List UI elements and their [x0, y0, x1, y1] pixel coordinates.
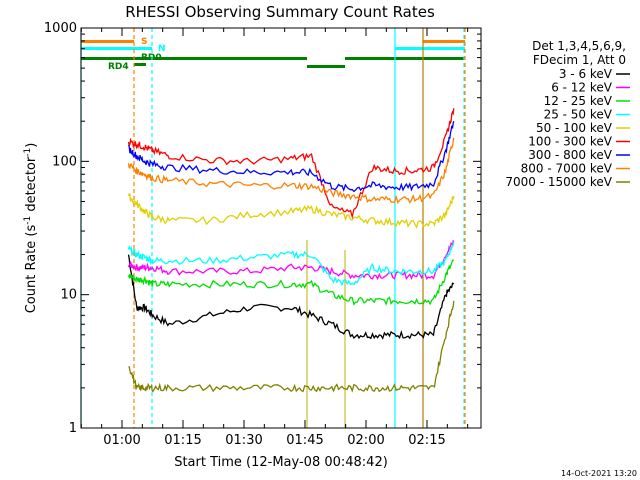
x-tick-label: 02:15 [408, 433, 445, 448]
x-tick-label: 01:00 [103, 433, 140, 448]
flag-bar-rd4 [134, 63, 146, 66]
flag-label-rd4: RD4 [108, 62, 129, 72]
flag-bar-n [395, 47, 465, 50]
x-tick-label: 01:45 [286, 433, 323, 448]
legend: Det 1,3,4,5,6,9,FDecim 1, Att 03 - 6 keV… [505, 39, 630, 189]
y-tick-label: 10 [60, 288, 77, 303]
y-ticks: 1 10 100 1000 [44, 21, 481, 436]
legend-header: FDecim 1, Att 0 [533, 53, 626, 67]
time-markers [80, 28, 466, 428]
flag-bar-n [81, 47, 152, 50]
legend-entry-label: 300 - 800 keV [528, 148, 612, 162]
series-line-8 [128, 300, 455, 393]
series-line-3 [127, 241, 455, 287]
series-line-2 [127, 259, 455, 306]
series-line-7 [127, 137, 455, 205]
flag-label-s: S [141, 37, 147, 47]
flag-label-rd0: RD0 [141, 53, 162, 63]
y-axis-label: Count Rate (s-1 detector-1) [23, 143, 39, 314]
flag-bar-rd0 [81, 57, 307, 60]
legend-entry-label: 12 - 25 keV [544, 94, 613, 108]
y-tick-label: 100 [52, 154, 77, 169]
y-tick-label: 1000 [44, 21, 77, 36]
x-ticks: 01:00 01:15 01:30 01:45 02:00 02:15 [80, 28, 469, 448]
x-tick-label: 02:00 [347, 433, 384, 448]
series-line-6 [127, 120, 455, 193]
flag-bar-s [423, 40, 465, 43]
legend-entry-label: 50 - 100 keV [536, 121, 613, 135]
series-line-1 [127, 239, 455, 281]
legend-header: Det 1,3,4,5,6,9, [532, 39, 626, 53]
x-tick-label: 01:30 [225, 433, 262, 448]
y-tick-label: 1 [69, 421, 77, 436]
legend-entry-label: 6 - 12 keV [551, 81, 613, 95]
legend-entry-label: 100 - 300 keV [528, 135, 612, 149]
legend-entry-label: 25 - 50 keV [544, 108, 613, 122]
flag-label-n: N [158, 44, 166, 54]
plot-frame [80, 27, 482, 429]
legend-entry-label: 800 - 7000 keV [521, 162, 613, 176]
series-line-5 [127, 108, 455, 220]
series-line-4 [127, 193, 455, 229]
x-axis-label: Start Time (12-May-08 00:48:42) [174, 455, 388, 470]
flag-bar-rd0 [345, 57, 465, 60]
series-line-0 [127, 254, 455, 340]
timestamp: 14-Oct-2021 13:20 [561, 469, 637, 478]
chart-title: RHESSI Observing Summary Count Rates [125, 3, 435, 21]
flag-bar-rd4 [307, 65, 345, 68]
x-tick-label: 01:15 [164, 433, 201, 448]
legend-entry-label: 3 - 6 keV [559, 67, 613, 81]
legend-entry-label: 7000 - 15000 keV [505, 175, 612, 189]
series-group [127, 108, 455, 393]
flag-bar-s [81, 40, 134, 43]
